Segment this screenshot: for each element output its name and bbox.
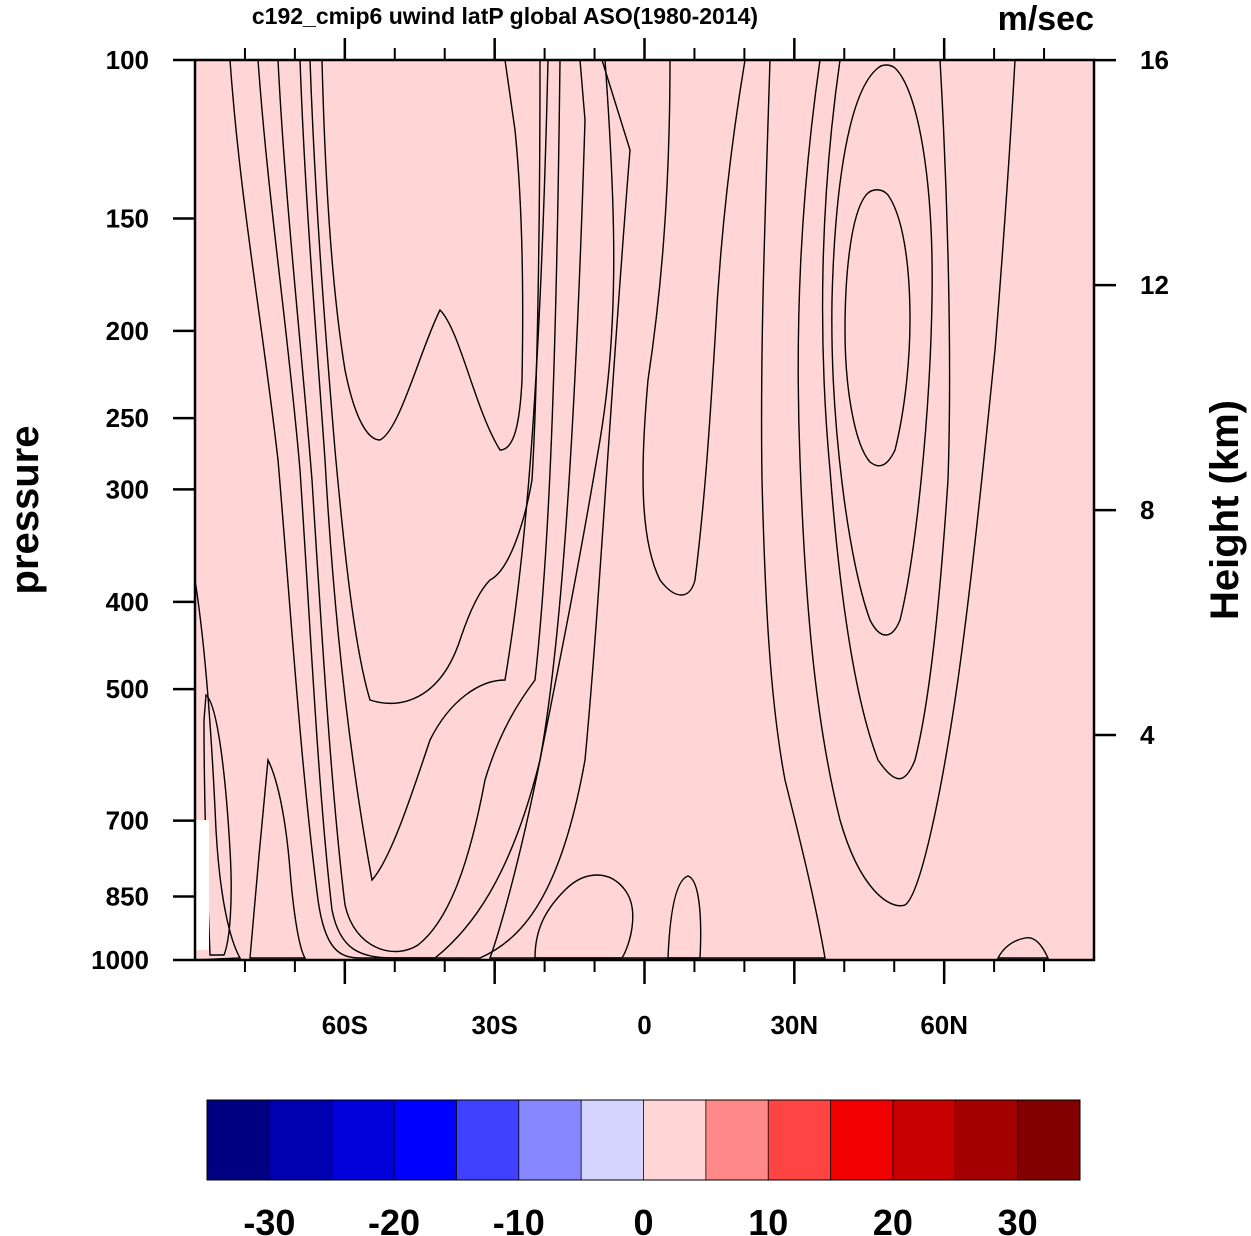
fill-sh-polar-light-blue-2 — [249, 757, 307, 959]
y-tick-label: 100 — [106, 45, 149, 75]
contour-field — [195, 60, 1094, 960]
fill-low-level-pink — [667, 875, 702, 959]
colorbar-swatch — [892, 1100, 956, 1180]
fill-nh-10 — [821, 60, 951, 780]
colorbar-swatch — [581, 1100, 644, 1180]
x-axis: 60S 30S 0 30N 60N — [243, 38, 1046, 1040]
colorbar-swatch — [518, 1100, 582, 1180]
colorbar-label: 0 — [633, 1202, 653, 1236]
fill-nh-5 — [797, 60, 1016, 907]
y-axis-right-title: Height (km) — [1203, 400, 1247, 620]
fill-tropical-light-blue — [489, 60, 826, 959]
x-tick-label: 30N — [770, 1010, 818, 1040]
colorbar-swatch — [269, 1100, 333, 1180]
colorbar-swatch — [456, 1100, 520, 1180]
colorbar-swatch — [207, 1100, 270, 1180]
y-tick-label: 250 — [106, 403, 149, 433]
missing-data-patch — [195, 820, 209, 950]
fill-nh-polar-light-blue — [996, 937, 1050, 959]
colorbar-swatch — [1017, 1100, 1081, 1180]
fill-sh-5 — [229, 60, 631, 959]
y-axis-title: pressure — [3, 426, 47, 595]
y-tick-label: 200 — [106, 316, 149, 346]
y-tick-label: 300 — [106, 474, 149, 504]
fill-nh-15 — [831, 64, 933, 636]
fill-sh-30 — [321, 60, 524, 451]
colorbar-label: 10 — [748, 1202, 788, 1236]
colorbar-swatch — [394, 1100, 457, 1180]
y-right-tick-label: 4 — [1140, 720, 1155, 750]
x-tick-label: 30S — [472, 1010, 518, 1040]
y-right-tick-label: 8 — [1140, 495, 1154, 525]
x-tick-label: 60S — [322, 1010, 368, 1040]
colorbar — [206, 1099, 1081, 1181]
fill-sh-25 — [309, 60, 541, 704]
y-tick-label: 1000 — [91, 945, 149, 975]
x-tick-label: 60N — [920, 1010, 968, 1040]
colorbar-label: 30 — [998, 1202, 1038, 1236]
fill-sh-10 — [257, 60, 586, 959]
y-tick-label: 500 — [106, 674, 149, 704]
y-tick-label: 400 — [106, 587, 149, 617]
fill-sh-15 — [277, 60, 561, 953]
y-right-tick-label: 12 — [1140, 270, 1169, 300]
y-tick-label: 850 — [106, 881, 149, 911]
units-label: m/sec — [998, 0, 1094, 38]
colorbar-swatch — [830, 1100, 894, 1180]
fill-nh-20 — [844, 189, 911, 467]
colorbar-label: -30 — [243, 1202, 295, 1236]
colorbar-label: -20 — [368, 1202, 420, 1236]
fill-sh-polar-light-blue — [195, 579, 242, 960]
colorbar-swatch — [331, 1100, 395, 1180]
y-axis-left: 100 150 200 250 300 400 500 700 850 1000 — [91, 45, 195, 975]
colorbar-labels: -30 -20 -10 0 10 20 30 — [243, 1202, 1037, 1236]
y-tick-label: 150 — [106, 203, 149, 233]
chart-title: c192_cmip6 uwind latP global ASO(1980-20… — [252, 3, 758, 29]
colorbar-label: -10 — [493, 1202, 545, 1236]
colorbar-frame — [206, 1099, 1081, 1181]
x-tick-label: 0 — [637, 1010, 651, 1040]
colorbar-swatch — [643, 1100, 707, 1180]
y-right-tick-label: 16 — [1140, 45, 1169, 75]
colorbar-swatch — [768, 1100, 832, 1180]
fill-tropical-blue — [642, 60, 746, 596]
colorbar-swatch — [705, 1100, 769, 1180]
y-axis-right: 16 12 8 4 — [1094, 45, 1169, 750]
fill-low-level-blue — [534, 874, 634, 959]
colorbar-label: 20 — [873, 1202, 913, 1236]
colorbar-swatch — [955, 1100, 1019, 1180]
y-tick-label: 700 — [106, 806, 149, 836]
